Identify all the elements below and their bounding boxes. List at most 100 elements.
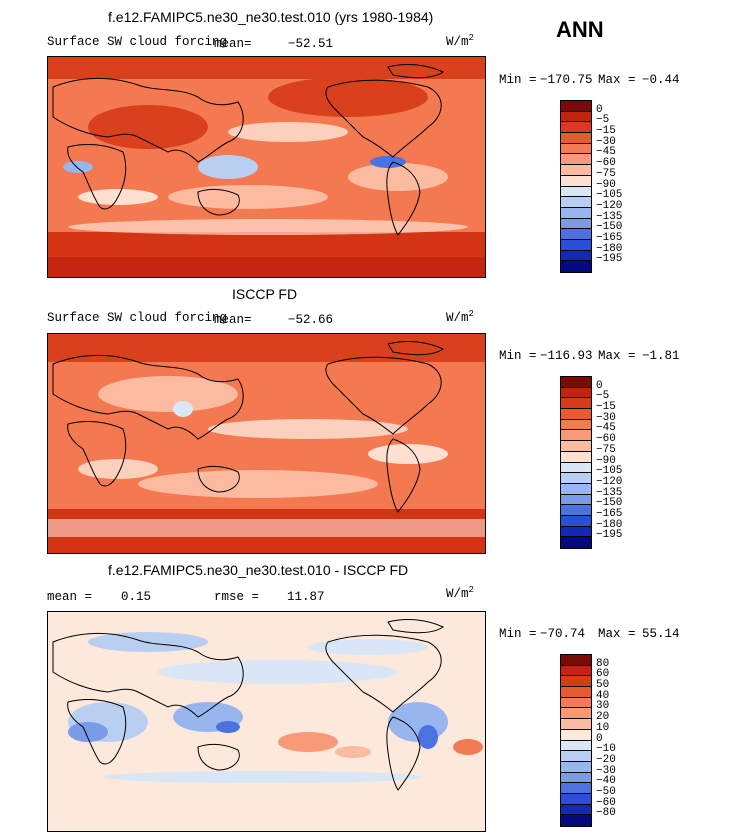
colorbar-segment [561,665,591,677]
panel3-min-label: Min = [499,627,537,641]
colorbar-segment [561,729,591,741]
field-patch [68,219,468,235]
colorbar-tick-label: −60 [596,433,616,446]
antarctic-band [48,257,485,277]
panel1-title: f.e12.FAMIPC5.ne30_ne30.test.010 (yrs 19… [108,9,434,25]
field-patch [308,639,428,655]
colorbar-segment [561,377,591,388]
colorbar-segment [561,101,591,112]
colorbar-tick-label: −20 [596,753,616,766]
panel3-title: f.e12.FAMIPC5.ne30_ne30.test.010 - ISCCP… [108,562,409,578]
panel3-mean-label: mean = [47,590,93,604]
colorbar-segment [561,515,591,527]
colorbar-segment [561,537,591,548]
units-text: W/m [446,311,469,326]
colorbar-tick-label: −150 [596,221,623,234]
colorbar-segment [561,186,591,198]
field-patch [370,156,406,168]
panel1-mean-value: −52.51 [288,37,334,51]
colorbar-segment [561,494,591,506]
colorbar-tick-label: −60 [596,796,616,809]
colorbar-segment [561,122,591,134]
colorbar-tick-label: −10 [596,743,616,756]
colorbar-tick-label: −135 [596,486,623,499]
arctic-band [48,57,485,79]
colorbar-tick-label: −180 [596,242,623,255]
field-patch [78,459,158,479]
panel2-map [47,333,486,554]
panel3-rmse-label: rmse = [214,590,260,604]
panel3-map [47,611,486,832]
colorbar-segment [561,719,591,730]
colorbar-segment [561,409,591,420]
colorbar-tick-label: −5 [596,390,610,403]
panel3-map-svg [48,612,485,831]
colorbar-segment [561,387,591,399]
colorbar-segment [561,229,591,240]
colorbar-tick-label: −120 [596,475,623,488]
field-patch [68,722,108,742]
panel1-map-svg [48,57,485,277]
colorbar-tick-label: −45 [596,146,616,159]
field-patch [198,155,258,179]
colorbar-tick-label: −90 [596,178,616,191]
panel2-colorbar [560,376,592,549]
panel3-colorbar [560,654,592,827]
panel1-units: W/m2 [446,33,474,49]
colorbar-tick-label: −50 [596,785,616,798]
field-patch [268,77,428,117]
colorbar-tick-label: 80 [596,657,610,670]
colorbar-segment [561,793,591,805]
colorbar-tick-label: −30 [596,411,616,424]
colorbar-tick-label: 0 [596,103,603,116]
colorbar-segment [561,804,591,816]
colorbar-segment [561,783,591,794]
colorbar-segment [561,483,591,495]
colorbar-segment [561,154,591,166]
colorbar-segment [561,441,591,452]
field-patch [216,721,240,733]
colorbar-segment [561,133,591,144]
colorbar-segment [561,419,591,431]
panel2-max-label: Max = [598,349,636,363]
colorbar-segment [561,451,591,463]
panel2-map-svg [48,334,485,553]
field-patch [348,163,448,191]
panel3-units: W/m2 [446,585,474,601]
panel2-colorbar-labels: 0 −5 −15 −30 −45 −60 −75 −90 −105 −120 −135 −150 −16… [596,376,636,547]
colorbar-tick-label: −80 [596,807,616,820]
colorbar-tick-label: 30 [596,700,610,713]
panel3-mean-value: 0.15 [121,590,152,604]
colorbar-tick-label: −75 [596,167,616,180]
colorbar-tick-label: 60 [596,668,610,681]
colorbar-tick-label: 50 [596,679,610,692]
colorbar-segment [561,676,591,688]
units-exponent: 2 [468,585,474,595]
colorbar-tick-label: −30 [596,764,616,777]
panel1-max-value: −0.44 [642,73,680,87]
colorbar-segment [561,462,591,474]
colorbar-segment [561,111,591,123]
field-patch [88,105,208,149]
panel1-mean-label: mean= [214,37,252,51]
colorbar-segment [561,772,591,784]
field-patch [228,122,348,142]
season-label: ANN [556,17,604,42]
panel3-rmse-value: 11.87 [287,590,325,604]
colorbar-segment [561,197,591,208]
field-patch [158,660,398,684]
panel3-min-value: −70.74 [540,627,586,641]
colorbar-segment [561,740,591,752]
colorbar-tick-label: −120 [596,199,623,212]
colorbar-tick-label: −165 [596,231,623,244]
colorbar-tick-label: 0 [596,379,603,392]
field-patch [103,771,423,783]
colorbar-tick-label: −30 [596,135,616,148]
colorbar-tick-label: −150 [596,497,623,510]
colorbar-segment [561,207,591,219]
colorbar-tick-label: −135 [596,210,623,223]
field-patch [453,739,483,755]
ice-edge-band [48,519,485,537]
field-patch [173,401,193,417]
colorbar-segment [561,473,591,484]
